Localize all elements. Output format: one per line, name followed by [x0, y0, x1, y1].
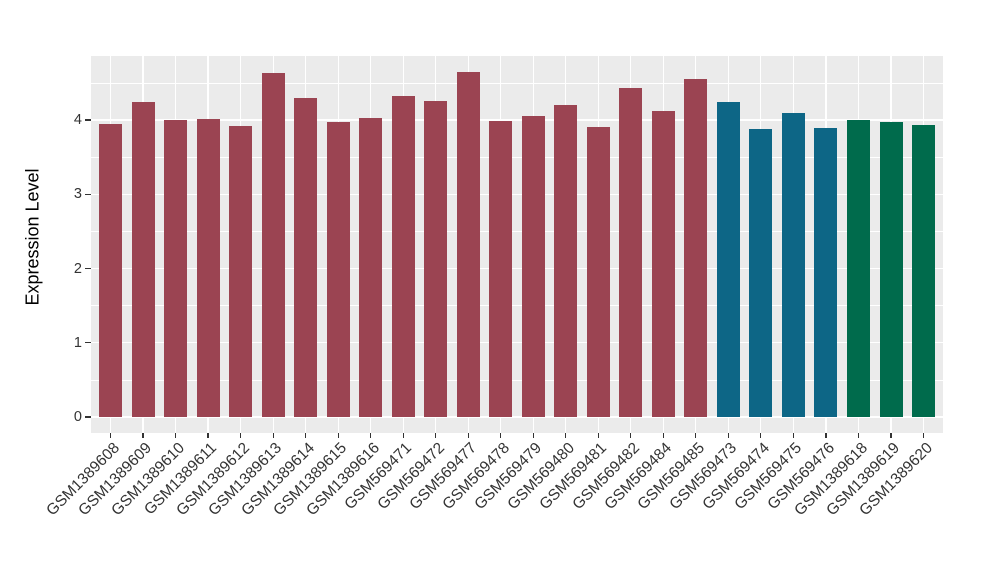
x-tick-mark: [695, 433, 697, 438]
bar: [586, 126, 610, 417]
x-tick-mark: [337, 433, 339, 438]
x-tick-mark: [239, 433, 242, 438]
y-tick-mark: [85, 193, 91, 195]
x-tick-mark: [662, 433, 664, 438]
bar: [131, 102, 155, 417]
minor-gridline: [91, 379, 943, 381]
minor-gridline: [91, 231, 943, 232]
x-tick-mark: [890, 433, 892, 438]
bar: [879, 121, 903, 417]
bar: [749, 128, 773, 417]
bar: [196, 118, 220, 417]
x-tick-mark: [370, 433, 372, 438]
x-tick-mark: [727, 433, 729, 438]
bar: [781, 113, 805, 417]
plot-panel: [91, 56, 943, 433]
x-tick-mark: [435, 433, 437, 438]
bar: [326, 121, 350, 417]
bar: [294, 97, 318, 417]
x-tick-mark: [857, 433, 860, 438]
x-tick-mark: [565, 433, 567, 438]
y-tick-mark: [85, 267, 91, 270]
bar: [521, 115, 545, 417]
y-tick-label: 4: [73, 112, 82, 128]
bar: [651, 111, 675, 417]
x-tick-mark: [630, 433, 632, 438]
bar: [391, 96, 415, 417]
bar: [684, 79, 708, 417]
bar: [456, 71, 480, 417]
x-tick-mark: [109, 433, 112, 438]
x-tick-mark: [825, 433, 827, 438]
x-tick-mark: [500, 433, 502, 438]
bar: [912, 125, 935, 417]
y-tick-label: 3: [73, 186, 82, 203]
bar: [229, 125, 253, 417]
y-tick-label: 2: [73, 260, 82, 277]
x-tick-mark: [207, 433, 209, 438]
x-tick-mark: [142, 433, 144, 438]
minor-gridline: [91, 82, 943, 84]
bar: [489, 120, 513, 417]
y-tick-mark: [85, 416, 91, 418]
bar: [261, 72, 285, 417]
major-gridline: [91, 193, 943, 195]
x-tick-mark: [305, 433, 307, 438]
bar: [359, 117, 383, 417]
major-gridline: [91, 267, 943, 270]
bar: [99, 123, 122, 417]
bar: [424, 100, 448, 417]
major-gridline: [91, 416, 943, 418]
y-tick-label: 0: [73, 409, 82, 425]
y-tick-mark: [85, 342, 91, 344]
x-tick-mark: [272, 433, 274, 438]
y-tick-mark: [85, 119, 91, 121]
x-tick-mark: [532, 433, 534, 438]
bar: [619, 88, 643, 417]
y-tick-label: 1: [73, 334, 82, 351]
x-tick-mark: [597, 433, 599, 438]
x-tick-mark: [467, 433, 469, 438]
x-tick-mark: [792, 433, 795, 438]
major-gridline: [91, 342, 943, 344]
x-tick-mark: [402, 433, 404, 438]
bar: [716, 102, 740, 417]
bar: [847, 120, 870, 417]
x-tick-mark: [174, 433, 177, 438]
minor-gridline: [91, 156, 943, 158]
minor-gridline: [91, 305, 943, 307]
bar: [164, 120, 187, 417]
bar: [814, 128, 838, 417]
major-gridline: [91, 119, 943, 121]
x-tick-mark: [922, 433, 925, 438]
x-tick-mark: [760, 433, 762, 438]
bar: [554, 105, 578, 417]
